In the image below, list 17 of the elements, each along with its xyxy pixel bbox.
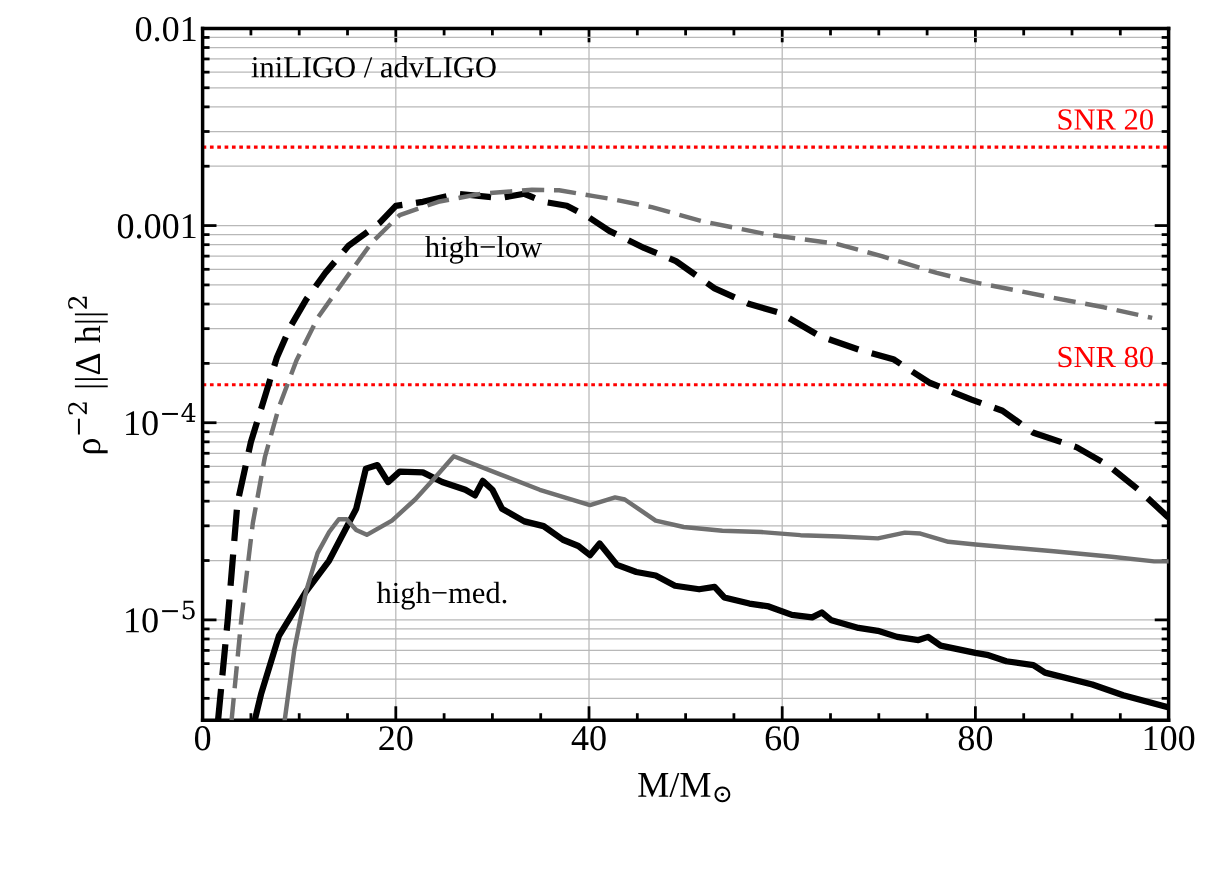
- x-axis-title: M/M$_{⊙}$: [638, 772, 731, 803]
- y-tick-label: 0.01: [135, 16, 196, 42]
- y-tick-label: 0.001: [117, 214, 196, 239]
- y-tick-label: 10$^{−5}$: [126, 600, 195, 633]
- x-tick-label: 80: [958, 726, 993, 751]
- x-tick-label: 100: [1144, 726, 1195, 751]
- x-tick-label: 40: [571, 726, 606, 751]
- x-tick-label: 0: [194, 726, 211, 751]
- ref-line-label: SNR 80: [1058, 346, 1153, 368]
- annotation: high−low: [425, 235, 543, 264]
- y-axis-title: ρ$^{−2}$ ||Δ h||$^{2}$: [68, 296, 108, 454]
- annotation: high−med.: [376, 581, 507, 610]
- ref-line-label: SNR 20: [1058, 109, 1153, 130]
- x-tick-label: 60: [765, 726, 799, 751]
- x-tick-label: 20: [379, 726, 413, 751]
- annotation: iniLIGO / advLIGO: [251, 56, 496, 78]
- y-tick-label: 10$^{−4}$: [126, 403, 196, 436]
